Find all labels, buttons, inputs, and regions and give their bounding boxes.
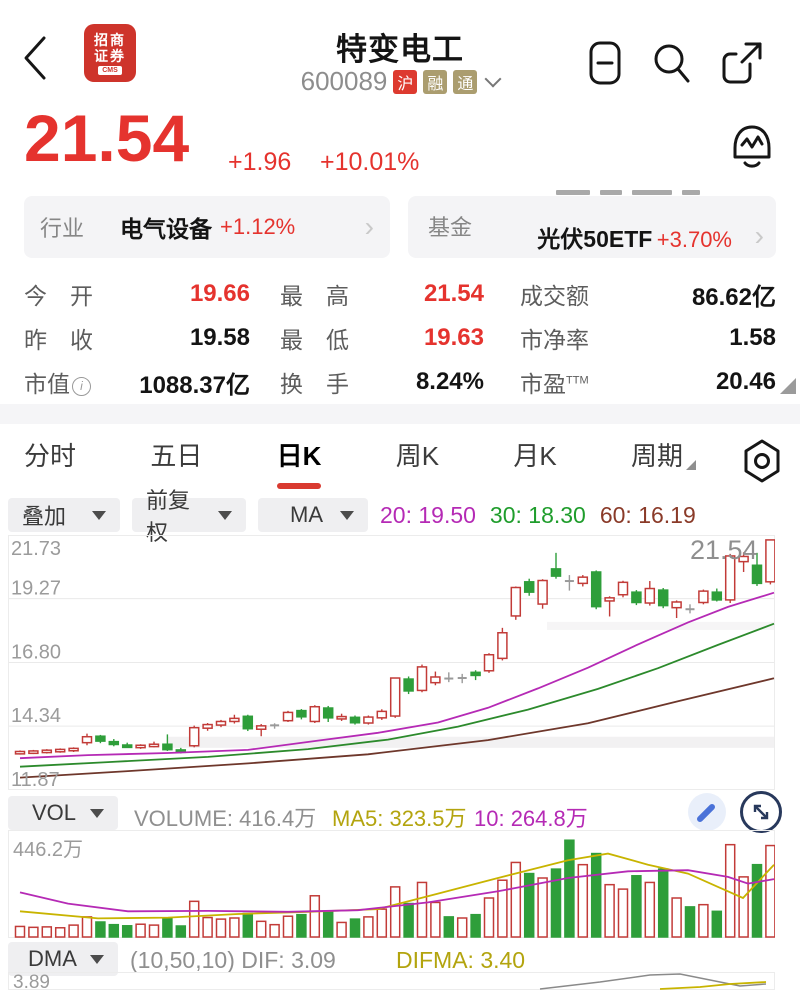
expand-stats-corner-icon[interactable] [780, 378, 796, 394]
svg-text:11.87: 11.87 [11, 769, 60, 790]
tab-daily-k[interactable]: 日K [277, 436, 322, 473]
stat-label: 市值 [24, 371, 70, 397]
tab-period[interactable]: 周期 [631, 436, 696, 473]
stock-code-row: 600089 沪 融 通 [0, 66, 800, 97]
stat-label: 成交额 [520, 283, 589, 309]
stat-label: 最 高 [280, 283, 349, 309]
dma-difma-label: DIFMA: 3.40 [396, 947, 526, 973]
overlay-dropdown[interactable]: 叠加 [8, 498, 120, 532]
industry-card[interactable]: 行业 电气设备 +1.12% › [24, 196, 390, 258]
page-title: 特变电工 [336, 32, 464, 67]
tab-weekly-k[interactable]: 周K [395, 441, 440, 471]
dma-chart[interactable] [8, 972, 775, 990]
svg-text:14.34: 14.34 [11, 705, 61, 727]
stats-row-2: 昨 收 19.58 最 低 19.63 市净率 1.58 [24, 316, 776, 360]
stat-value: 20.46 [715, 368, 776, 395]
last-price: 21.54 [24, 101, 190, 175]
period-corner-icon [686, 460, 696, 470]
chart-tab-bar: 分时 五日 日K 周K 月K 周期 [24, 436, 696, 473]
stat-label: 昨 收 [24, 327, 93, 353]
industry-label: 行业 [40, 216, 85, 241]
chevron-down-icon[interactable] [484, 70, 502, 87]
tab-5day[interactable]: 五日 [150, 441, 203, 471]
fund-carousel-sliver [556, 186, 716, 195]
fund-card[interactable]: 基金 光伏50ETF +3.70% › [408, 196, 776, 258]
dropdown-caret-icon [218, 510, 232, 520]
ma60-value: 60: 16.19 [599, 502, 696, 528]
tab-monthly-k[interactable]: 月K [513, 441, 557, 471]
volume-value-label: VOLUME: 416.4万 [134, 806, 317, 831]
stat-value: 86.62亿 [691, 283, 776, 311]
chevron-right-icon: › [754, 220, 764, 251]
stat-label: 换 手 [280, 371, 349, 397]
volume-ma10-label: 10: 264.8万 [474, 806, 588, 831]
fund-name: 光伏50ETF [537, 226, 653, 252]
stat-value: 1088.37亿 [139, 371, 250, 399]
stat-value: 19.66 [189, 280, 250, 307]
ma20-value: 20: 19.50 [380, 502, 476, 528]
adjust-mode-dropdown[interactable]: 前复权 [132, 488, 246, 545]
logo-line: 招商 [94, 31, 126, 48]
dropdown-caret-icon [92, 510, 106, 520]
ma30-value: 30: 18.30 [489, 502, 586, 528]
dma-scale-label: 3.89 [13, 972, 50, 993]
stat-label: 最 低 [280, 327, 349, 353]
dropdown-caret-icon [90, 808, 104, 818]
industry-name: 电气设备 [120, 216, 213, 242]
svg-text:21.54: 21.54 [690, 535, 758, 565]
volume-ma5-label: MA5: 323.5万 [332, 806, 467, 831]
stats-row-3: 市值 i 1088.37亿 换 手 8.24% 市盈TTM 20.46 [24, 360, 776, 404]
volume-chart[interactable] [8, 830, 775, 938]
volume-scale-label: 446.2万 [13, 839, 84, 861]
draw-tool-pencil-icon[interactable] [688, 793, 726, 831]
stat-value: 21.54 [423, 280, 484, 307]
ttm-superscript: TTM [566, 374, 589, 387]
vol-indicator-dropdown[interactable]: VOL [8, 796, 118, 830]
dropdown-caret-icon [340, 510, 354, 520]
badge-connect: 通 [453, 69, 478, 94]
svg-text:21.73: 21.73 [11, 538, 61, 560]
fund-change: +3.70% [656, 227, 732, 252]
price-change: +1.96 [228, 148, 292, 176]
dma-indicator-dropdown[interactable]: DMA [8, 942, 118, 976]
candlestick-chart[interactable]: 21.73 19.27 16.80 14.34 11.87 21.54 [8, 535, 775, 790]
stat-label: 今 开 [24, 283, 93, 309]
svg-text:16.80: 16.80 [11, 642, 61, 664]
search-icon[interactable] [650, 40, 694, 86]
price-change-pct: +10.01% [320, 148, 420, 176]
chevron-right-icon: › [364, 211, 374, 242]
stat-value: 19.63 [423, 324, 484, 351]
svg-text:19.27: 19.27 [11, 578, 61, 600]
back-button[interactable] [18, 32, 54, 84]
stats-row-1: 今 开 19.66 最 高 21.54 成交额 86.62亿 [24, 272, 776, 316]
badge-shanghai: 沪 [393, 69, 418, 94]
chart-settings-gear-icon[interactable] [742, 438, 782, 484]
stat-label: 市盈 [520, 371, 566, 397]
badge-margin: 融 [423, 69, 448, 94]
industry-change: +1.12% [220, 214, 296, 239]
stat-value: 19.58 [189, 324, 250, 351]
ma-dropdown[interactable]: MA [258, 498, 368, 532]
stat-value: 1.58 [729, 324, 776, 351]
minimize-window-icon[interactable] [588, 40, 622, 86]
stock-code: 600089 [300, 66, 388, 96]
info-icon[interactable]: i [72, 376, 91, 396]
tab-minute[interactable]: 分时 [24, 441, 77, 471]
dma-params-label: (10,50,10) DIF: 3.09 [130, 947, 336, 973]
price-alert-bell-icon[interactable] [726, 118, 778, 176]
ma-values-row: 20: 19.50 30: 18.30 60: 16.19 [380, 502, 696, 529]
stat-value: 8.24% [415, 368, 484, 395]
dropdown-caret-icon [90, 954, 104, 964]
section-divider [0, 404, 800, 424]
broker-logo[interactable]: 招商 证券 CMS [84, 24, 136, 82]
fullscreen-expand-icon[interactable] [740, 791, 782, 833]
fund-label: 基金 [428, 215, 473, 240]
stat-label: 市净率 [520, 327, 589, 353]
share-icon[interactable] [720, 40, 764, 86]
logo-line: 证券 [94, 47, 126, 64]
logo-cms-label: CMS [98, 65, 122, 75]
